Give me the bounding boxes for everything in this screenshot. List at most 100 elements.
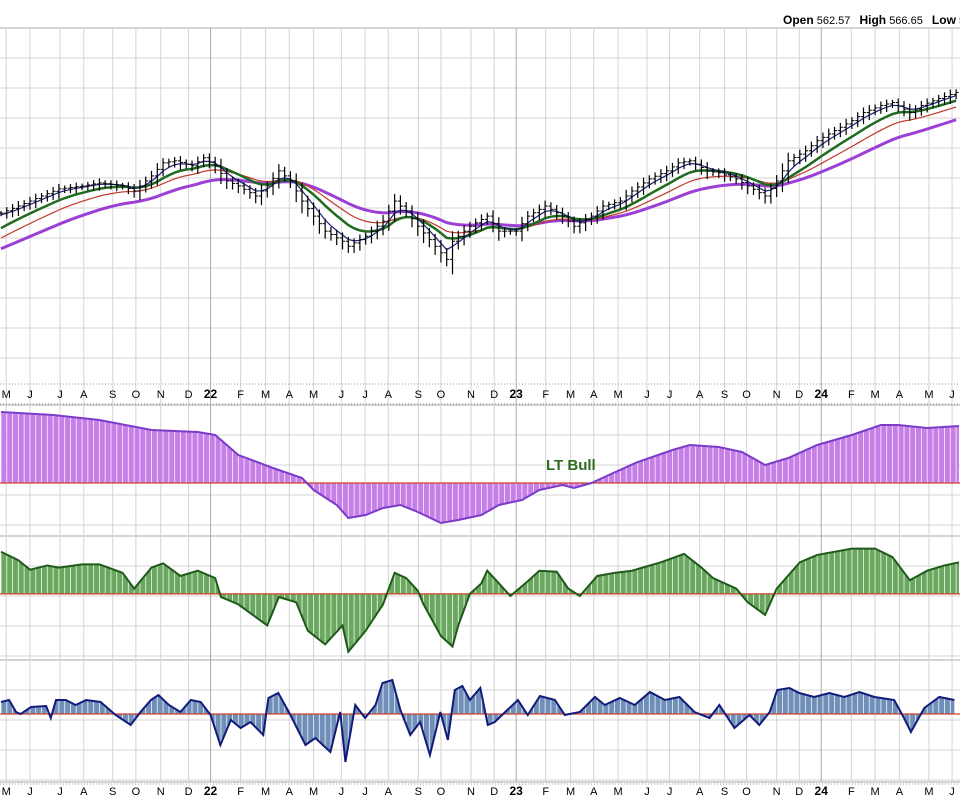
x-tick-label: F (237, 786, 244, 798)
x-tick-label: D (185, 786, 193, 798)
x-tick-label: J (644, 389, 650, 401)
x-tick-label: A (286, 389, 294, 401)
x-tick-label: M (613, 786, 622, 798)
short-term-indicator-panel (0, 678, 960, 763)
x-tick-label: D (795, 786, 803, 798)
date-axes: M M J J J J A A S S O O N N D D 22 22 F F M M A A M M J J J J A A S S O O N N… (0, 383, 960, 798)
high-value: 566.65 (889, 15, 923, 27)
x-tick-label: 23 (509, 784, 523, 798)
x-tick-label: M (2, 786, 11, 798)
x-tick-label: O (742, 786, 751, 798)
x-tick-label: M (566, 389, 575, 401)
x-tick-label: D (490, 389, 498, 401)
x-tick-label: M (2, 389, 11, 401)
x-tick-label: F (237, 389, 244, 401)
high-label: High (859, 13, 887, 27)
x-tick-label: 24 (815, 784, 829, 798)
indicator-area (1, 680, 955, 762)
x-tick-label: 23 (509, 387, 523, 401)
medium-term-indicator-panel (0, 547, 960, 654)
indicator-line (0, 678, 955, 763)
open-value: 562.57 (816, 15, 851, 27)
x-tick-label: N (773, 786, 781, 798)
x-tick-label: A (385, 389, 393, 401)
x-tick-label: S (721, 786, 728, 798)
x-tick-label: S (415, 786, 422, 798)
moving-average-line (0, 94, 957, 251)
x-tick-label: O (132, 389, 141, 401)
x-tick-label: S (415, 389, 422, 401)
x-tick-label: J (667, 786, 673, 798)
ohlc-readout: Open 562.57 High 566.65 Low 55 (783, 13, 960, 27)
x-tick-label: O (437, 786, 446, 798)
x-tick-label: M (261, 786, 270, 798)
x-tick-label: A (896, 389, 904, 401)
x-tick-label: J (949, 389, 955, 401)
x-tick-label: A (385, 786, 393, 798)
x-tick-label: J (667, 389, 673, 401)
x-tick-label: D (795, 389, 803, 401)
x-tick-label: J (644, 786, 650, 798)
x-tick-label: A (696, 786, 704, 798)
x-tick-label: J (949, 786, 955, 798)
long-term-indicator-panel (0, 411, 960, 525)
x-tick-label: F (848, 786, 855, 798)
x-tick-label: N (467, 389, 475, 401)
low-value: 55 (959, 15, 960, 27)
x-tick-label: O (132, 786, 141, 798)
moving-average-line (0, 106, 957, 239)
x-tick-label: J (57, 389, 63, 401)
gridlines (0, 27, 960, 783)
x-tick-label: M (261, 389, 270, 401)
x-tick-label: A (590, 389, 598, 401)
x-tick-label: A (80, 389, 88, 401)
x-tick-label: A (80, 786, 88, 798)
lt-bull-annotation: LT Bull (546, 457, 596, 474)
price-panel (0, 89, 959, 275)
x-tick-label: M (309, 786, 318, 798)
low-label: Low (931, 13, 956, 27)
x-tick-label: 22 (204, 784, 218, 798)
x-tick-label: M (924, 389, 933, 401)
x-tick-label: M (566, 786, 575, 798)
x-tick-label: N (157, 389, 165, 401)
indicator-line (0, 411, 960, 525)
x-tick-label: A (286, 786, 294, 798)
x-tick-label: J (339, 389, 345, 401)
x-tick-label: S (109, 786, 116, 798)
x-tick-label: D (185, 389, 193, 401)
x-tick-label: D (490, 786, 498, 798)
x-tick-label: J (362, 786, 368, 798)
x-tick-label: J (339, 786, 345, 798)
x-tick-label: J (27, 786, 33, 798)
x-tick-label: J (362, 389, 368, 401)
moving-average-line (0, 118, 957, 251)
x-tick-label: A (590, 786, 598, 798)
x-tick-label: A (696, 389, 704, 401)
x-tick-label: 22 (204, 387, 218, 401)
x-tick-label: J (27, 389, 33, 401)
open-label: Open (783, 13, 814, 27)
x-tick-label: O (437, 389, 446, 401)
x-tick-label: M (924, 786, 933, 798)
moving-average-line (0, 99, 957, 240)
x-tick-label: N (467, 786, 475, 798)
x-tick-label: F (542, 389, 549, 401)
indicator-area (1, 412, 959, 523)
x-tick-label: O (742, 389, 751, 401)
indicator-area (1, 548, 959, 652)
x-tick-label: M (870, 786, 879, 798)
x-tick-label: 24 (815, 387, 829, 401)
x-tick-label: F (848, 389, 855, 401)
x-tick-label: J (57, 786, 63, 798)
x-tick-label: F (542, 786, 549, 798)
indicator-line (0, 547, 960, 654)
x-tick-label: M (870, 389, 879, 401)
x-tick-label: N (157, 786, 165, 798)
x-tick-label: S (721, 389, 728, 401)
x-tick-label: S (109, 389, 116, 401)
x-tick-label: N (773, 389, 781, 401)
x-tick-label: M (613, 389, 622, 401)
x-tick-label: M (309, 389, 318, 401)
